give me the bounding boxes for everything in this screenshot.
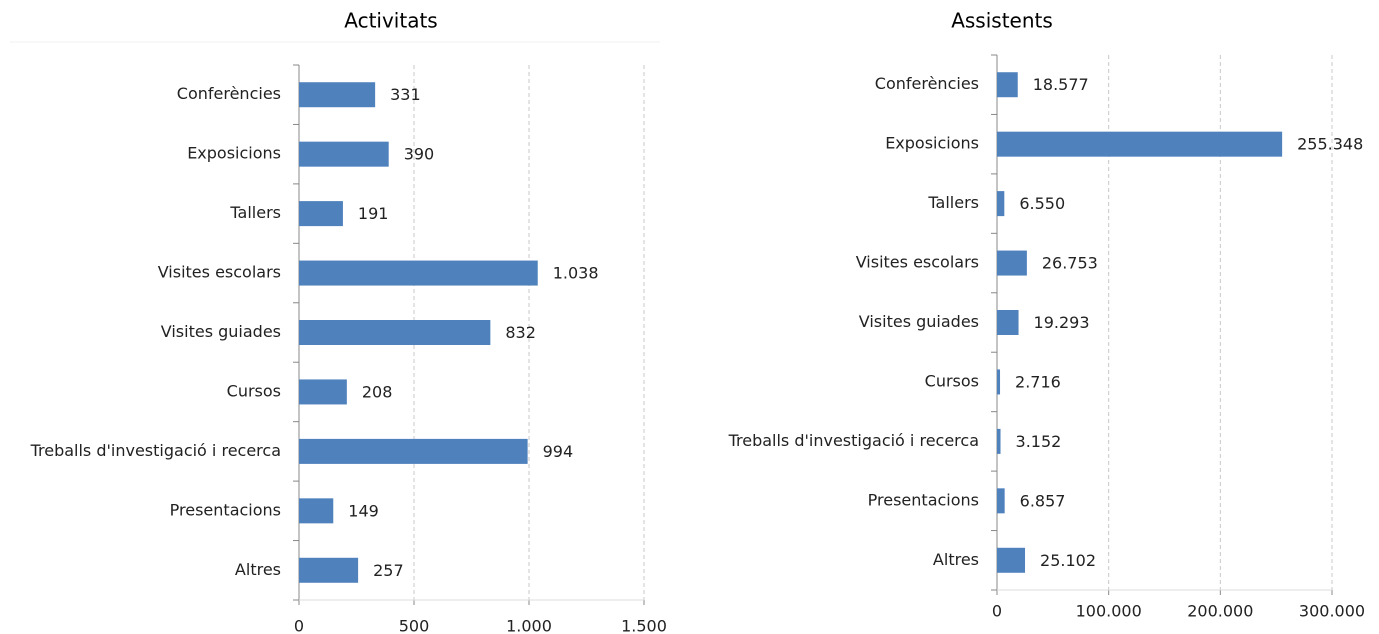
bar bbox=[997, 428, 1001, 454]
bar bbox=[299, 498, 334, 524]
x-tick-label: 1.500 bbox=[621, 617, 667, 634]
category-label: Altres bbox=[933, 550, 979, 569]
bar bbox=[997, 547, 1026, 573]
category-label: Tallers bbox=[927, 193, 979, 212]
category-label: Cursos bbox=[227, 381, 281, 400]
value-label: 2.716 bbox=[1015, 372, 1061, 391]
value-label: 832 bbox=[505, 323, 536, 342]
x-tick-label: 1.000 bbox=[506, 617, 552, 634]
bar bbox=[997, 250, 1027, 276]
chart-title: Assistents bbox=[951, 9, 1053, 33]
x-tick-label: 200.000 bbox=[1187, 602, 1253, 621]
bar bbox=[299, 379, 347, 405]
category-label: Visites guiades bbox=[161, 322, 281, 341]
category-label: Presentacions bbox=[170, 500, 281, 519]
bar bbox=[997, 369, 1001, 395]
value-label: 6.857 bbox=[1020, 491, 1066, 510]
value-label: 994 bbox=[543, 442, 574, 461]
value-label: 19.293 bbox=[1034, 313, 1090, 332]
x-tick-label: 0 bbox=[294, 617, 304, 634]
bar bbox=[997, 488, 1005, 514]
value-label: 331 bbox=[390, 85, 421, 104]
bar bbox=[299, 260, 538, 286]
bar bbox=[299, 557, 359, 583]
value-label: 390 bbox=[404, 145, 435, 164]
value-label: 18.577 bbox=[1033, 75, 1089, 94]
category-label: Altres bbox=[235, 560, 281, 579]
x-tick-label: 100.000 bbox=[1076, 602, 1142, 621]
value-label: 26.753 bbox=[1042, 254, 1098, 273]
bar bbox=[299, 201, 343, 227]
category-label: Exposicions bbox=[885, 134, 979, 153]
category-label: Presentacions bbox=[868, 490, 979, 509]
bar bbox=[299, 141, 389, 167]
x-tick-label: 300.000 bbox=[1299, 602, 1365, 621]
bar bbox=[997, 310, 1019, 335]
value-label: 208 bbox=[362, 382, 393, 401]
value-label: 25.102 bbox=[1040, 551, 1096, 570]
x-tick-label: 500 bbox=[399, 617, 430, 634]
category-label: Tallers bbox=[229, 203, 281, 222]
category-label: Treballs d'investigació i recerca bbox=[30, 441, 281, 460]
category-label: Visites guiades bbox=[859, 312, 979, 331]
value-label: 255.348 bbox=[1297, 135, 1363, 154]
chart-title: Activitats bbox=[344, 9, 437, 33]
category-label: Visites escolars bbox=[158, 263, 281, 282]
value-label: 3.152 bbox=[1016, 432, 1062, 451]
value-label: 191 bbox=[358, 204, 389, 223]
bar bbox=[299, 82, 376, 108]
bar bbox=[997, 191, 1005, 217]
value-label: 6.550 bbox=[1019, 194, 1065, 213]
value-label: 1.038 bbox=[553, 264, 599, 283]
category-label: Visites escolars bbox=[856, 253, 979, 272]
category-label: Cursos bbox=[925, 371, 979, 390]
category-label: Conferències bbox=[177, 84, 281, 103]
category-label: Conferències bbox=[875, 74, 979, 93]
category-label: Exposicions bbox=[187, 144, 281, 163]
bar bbox=[299, 320, 491, 345]
bar bbox=[997, 72, 1018, 98]
x-tick-label: 0 bbox=[992, 602, 1002, 621]
bar bbox=[299, 438, 528, 464]
category-label: Treballs d'investigació i recerca bbox=[728, 431, 979, 450]
bar bbox=[997, 131, 1283, 157]
value-label: 257 bbox=[373, 561, 404, 580]
value-label: 149 bbox=[348, 501, 379, 520]
